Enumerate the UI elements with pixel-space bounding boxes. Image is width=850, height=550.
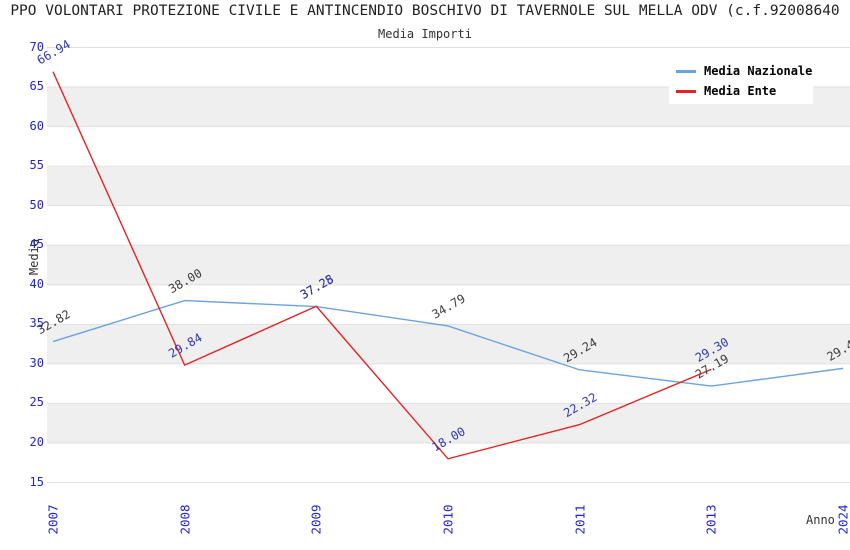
- chart-subtitle: Media Importi: [378, 27, 472, 41]
- series-line: [52, 299, 844, 387]
- series-line: [52, 71, 712, 460]
- grid-band: [47, 324, 850, 364]
- data-label: 34.79: [430, 291, 468, 321]
- grid-band: [47, 403, 850, 443]
- grid-band: [47, 166, 850, 206]
- legend-label: Media Nazionale: [704, 64, 813, 78]
- legend-item-ente: Media Ente: [676, 84, 813, 98]
- data-label: 66.94: [35, 37, 73, 67]
- legend-item-nazionale: Media Nazionale: [676, 64, 813, 78]
- line-swatch-icon: [676, 69, 696, 73]
- line-swatch-icon: [676, 89, 696, 93]
- legend-label: Media Ente: [704, 84, 777, 98]
- legend: Media Nazionale Media Ente: [669, 58, 813, 104]
- y-axis-title: Media: [27, 238, 41, 276]
- x-axis-title: Anno: [806, 513, 835, 527]
- chart-title: PPO VOLONTARI PROTEZIONE CIVILE E ANTINC…: [10, 3, 840, 19]
- grid-band: [47, 245, 850, 285]
